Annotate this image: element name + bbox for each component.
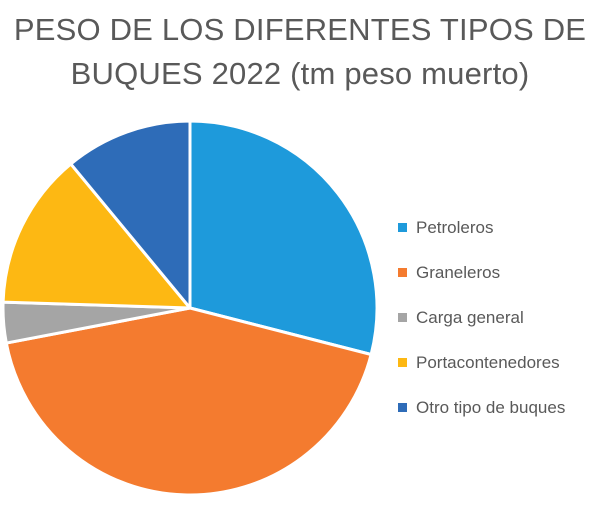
legend-swatch-petroleros xyxy=(398,223,407,232)
legend-label-carga-general: Carga general xyxy=(416,307,524,327)
pie-slice-otro-tipo-de-buques xyxy=(69,119,192,310)
legend-swatch-otro-tipo-de-buques xyxy=(398,403,407,412)
legend-label-portacontenedores: Portacontenedores xyxy=(416,352,560,372)
legend-item-graneleros: Graneleros xyxy=(398,250,598,295)
legend-label-petroleros: Petroleros xyxy=(416,217,494,237)
legend-label-graneleros: Graneleros xyxy=(416,262,501,282)
legend-swatch-carga-general xyxy=(398,313,407,322)
chart-title-line-1: PESO DE LOS DIFERENTES TIPOS DE xyxy=(13,12,587,47)
pie-slice-portacontenedores xyxy=(1,162,192,310)
legend-item-portacontenedores: Portacontenedores xyxy=(398,340,598,385)
legend: Petroleros Graneleros Carga general Port… xyxy=(398,205,598,430)
legend-swatch-portacontenedores xyxy=(398,358,407,367)
chart-title-line-2: BUQUES 2022 (tm peso muerto) xyxy=(70,56,530,91)
legend-item-carga-general: Carga general xyxy=(398,295,598,340)
pie-slice-petroleros xyxy=(188,119,379,357)
legend-item-otro-tipo-de-buques: Otro tipo de buques xyxy=(398,385,598,430)
chart-title: PESO DE LOS DIFERENTES TIPOS DE BUQUES 2… xyxy=(0,8,600,96)
pie-slice-graneleros xyxy=(4,306,373,497)
legend-label-otro-tipo-de-buques: Otro tipo de buques xyxy=(416,397,566,417)
legend-item-petroleros: Petroleros xyxy=(398,205,598,250)
legend-swatch-graneleros xyxy=(398,268,407,277)
